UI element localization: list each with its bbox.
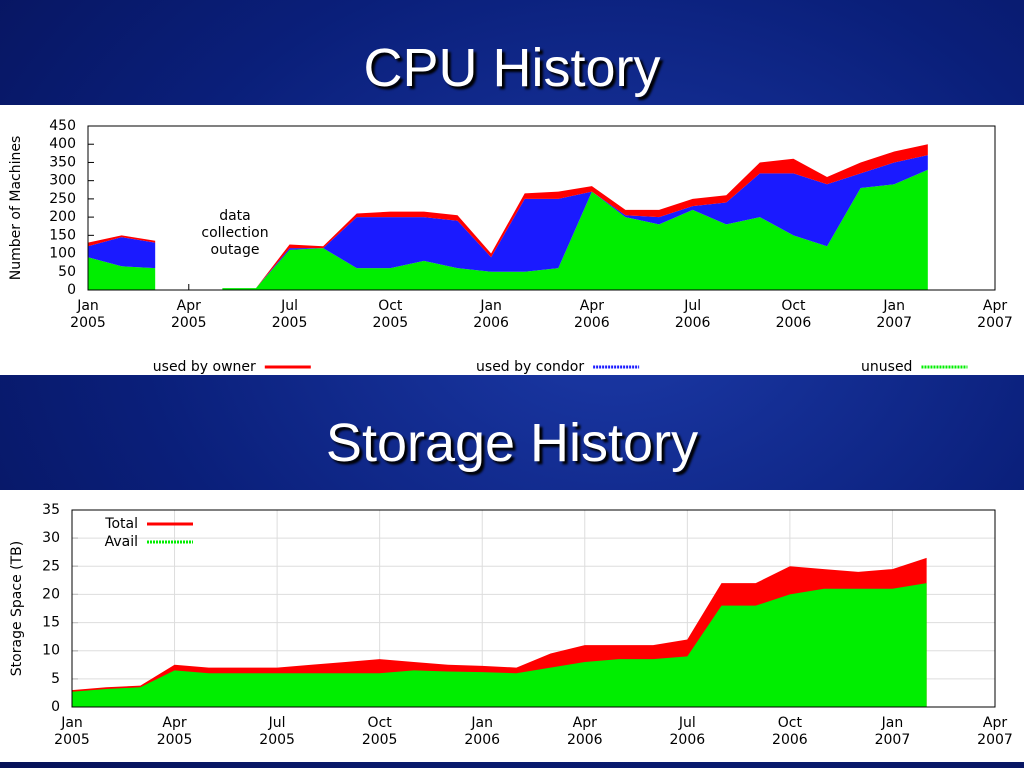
y-tick-label: 400: [49, 136, 76, 152]
y-tick-label: 200: [49, 209, 76, 225]
y-tick-label: 150: [49, 227, 76, 243]
y-tick-label: 0: [67, 282, 76, 298]
y-axis-label: Number of Machines: [8, 136, 24, 281]
y-tick-label: 25: [42, 558, 60, 574]
y-tick-label: 450: [49, 118, 76, 134]
x-tick-label: Apr 2007: [977, 298, 1013, 331]
x-tick-label: Jul 2005: [259, 715, 295, 748]
x-tick-label: Jul 2006: [669, 715, 706, 748]
x-tick-label: Jan 2007: [876, 298, 913, 331]
plot-border: [71, 509, 996, 708]
storage-chart: 0 5 10 15 20 25 30 35 Storage Space (TB) Total Ava…: [0, 490, 1024, 762]
x-tick-label: Jan 2005: [70, 298, 106, 331]
annotation: data collection outage: [201, 208, 269, 258]
y-tick-label: 10: [42, 643, 60, 659]
y-tick-label: 50: [58, 264, 76, 280]
x-tick-label: Jul 2006: [674, 298, 711, 331]
x-tick-label: Apr 2006: [574, 298, 610, 331]
y-tick-label: 350: [49, 154, 76, 170]
x-tick-label: Apr 2005: [170, 298, 207, 331]
y-tick-label: 5: [51, 671, 60, 687]
y-tick-label: 300: [49, 173, 76, 189]
y-tick-label: 30: [42, 530, 60, 546]
x-tick-label: Jan 2007: [874, 715, 911, 748]
y-tick-label: 20: [42, 586, 60, 602]
x-tick-label: Apr 2007: [977, 715, 1013, 748]
x-tick-label: Jan 2006: [464, 715, 501, 748]
x-tick-label: Apr 2006: [566, 715, 603, 748]
slide-title: Storage History: [325, 413, 699, 473]
legend-label: used by owner: [153, 359, 256, 375]
chart: 0 50 100 150 200 250 300 350 400 450 Number of Mac…: [8, 118, 996, 375]
area: [88, 169, 928, 290]
x-tick-label: Jul 2005: [271, 298, 308, 331]
x-tick-label: Oct 2006: [772, 715, 808, 748]
y-axis-label: Storage Space (TB): [9, 541, 25, 676]
x-tick-label: Jan 2006: [473, 298, 509, 331]
legend-label: used by condor: [476, 359, 584, 375]
legend-label: Avail: [105, 534, 138, 550]
legend-label: unused: [861, 359, 912, 375]
y-tick-label: 0: [51, 699, 60, 715]
y-tick-label: 100: [49, 246, 76, 262]
area: [88, 155, 928, 289]
x-tick-label: Oct 2005: [361, 715, 398, 748]
cpu-chart: 0 50 100 150 200 250 300 350 400 450 Number of Mac…: [0, 105, 1024, 375]
y-tick-label: 35: [42, 502, 60, 518]
x-tick-label: Oct 2005: [372, 298, 409, 331]
slide-title: CPU History: [363, 38, 661, 98]
y-tick-label: 250: [49, 191, 76, 207]
x-tick-label: Apr 2005: [156, 715, 193, 748]
x-tick-label: Oct 2006: [775, 298, 812, 331]
chart: 0 5 10 15 20 25 30 35 Storage Space (TB) Total Ava…: [9, 502, 996, 715]
area: [72, 583, 927, 707]
x-tick-label: Jan 2005: [54, 715, 90, 748]
plot-border: [87, 125, 996, 291]
legend-label: Total: [104, 516, 138, 532]
y-tick-label: 15: [42, 615, 60, 631]
